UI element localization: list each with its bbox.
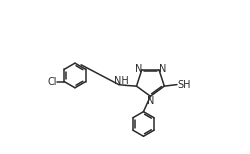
Text: N: N (135, 64, 142, 74)
Text: NH: NH (114, 76, 129, 86)
Text: SH: SH (178, 80, 191, 90)
Text: Cl: Cl (47, 77, 56, 87)
Text: N: N (159, 64, 166, 74)
Text: N: N (147, 96, 154, 106)
